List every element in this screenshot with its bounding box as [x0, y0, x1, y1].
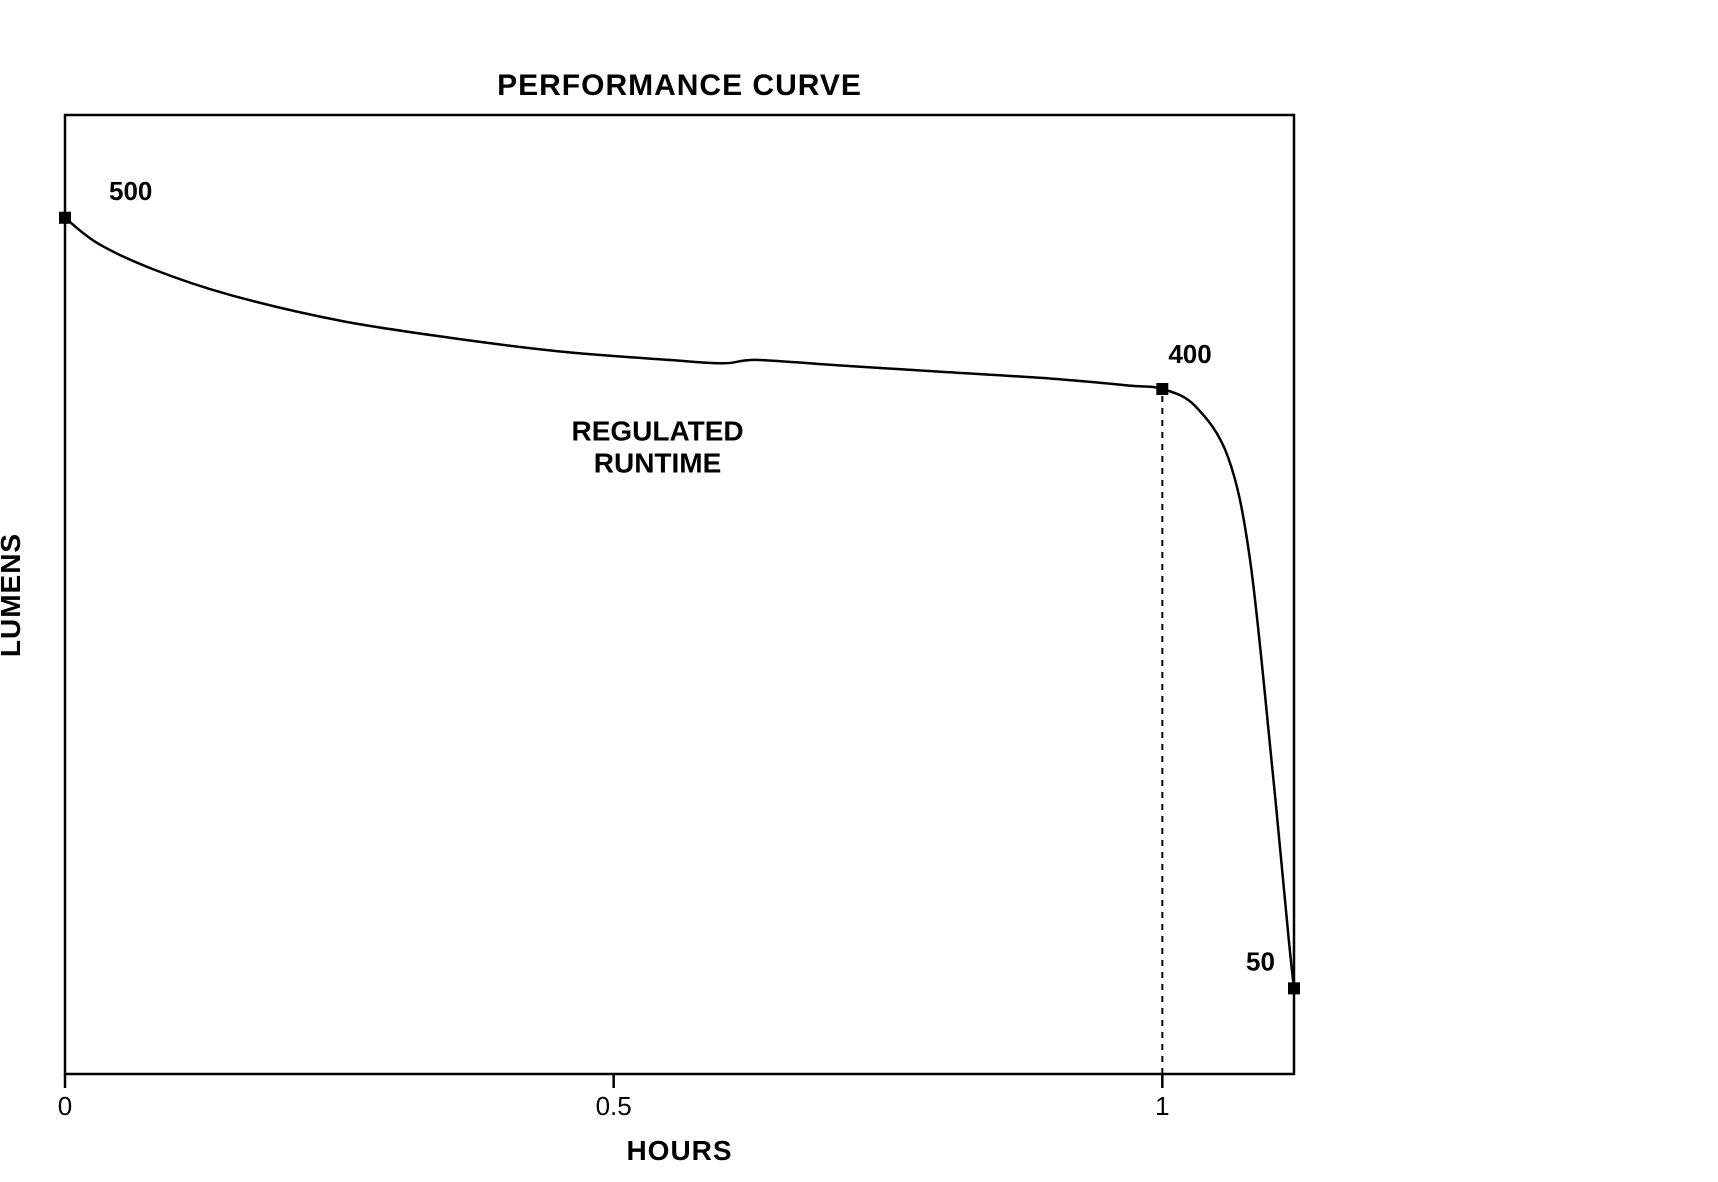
chart-bg [0, 0, 1360, 1182]
x-axis-label: HOURS [626, 1135, 732, 1166]
performance-curve-chart: PERFORMANCE CURVE HOURS LUMENS 0 0.5 1 500 400 5… [0, 0, 1360, 1182]
x-tick-label: 0 [58, 1091, 72, 1121]
data-point-label: 400 [1168, 339, 1211, 369]
data-point-marker [1288, 982, 1300, 994]
x-tick-label: 1 [1155, 1091, 1169, 1121]
chart-container: { "chart": { "type": "line", "title": "P… [0, 0, 1718, 1182]
y-axis-label: LUMENS [0, 533, 26, 657]
x-tick-label: 0.5 [596, 1091, 632, 1121]
chart-title: PERFORMANCE CURVE [497, 69, 862, 102]
data-point-label: 500 [109, 176, 152, 206]
regulated-runtime-label: REGULATEDRUNTIME [571, 415, 743, 478]
data-point-marker [1156, 383, 1168, 395]
data-point-label: 50 [1246, 946, 1275, 976]
data-point-marker [59, 212, 71, 224]
